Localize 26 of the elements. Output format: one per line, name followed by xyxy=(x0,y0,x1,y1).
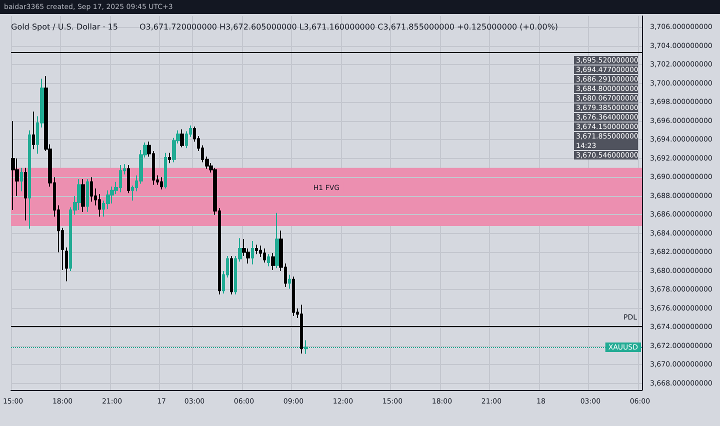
candlestick xyxy=(86,178,89,212)
candlestick xyxy=(11,120,15,211)
candlestick xyxy=(263,248,266,264)
candlestick xyxy=(90,176,93,202)
candlestick xyxy=(288,274,291,290)
candlestick xyxy=(24,167,27,221)
candlestick xyxy=(168,152,171,164)
candlestick xyxy=(32,111,35,150)
candlestick xyxy=(255,244,258,255)
candlestick xyxy=(77,178,81,211)
candlestick xyxy=(81,178,85,212)
candlestick xyxy=(20,167,23,192)
candlestick xyxy=(127,164,130,194)
candlestick xyxy=(251,240,254,265)
candlestick xyxy=(164,152,167,189)
candlestick xyxy=(230,255,233,295)
candlestick xyxy=(292,276,295,316)
text: O3,671.720000000 H3,672.605000000 L3,671.160000000 C3,671.855000000 +0.125000000 (+0.00%) xyxy=(139,22,558,32)
candlestick xyxy=(180,128,184,148)
candlestick xyxy=(28,130,31,230)
candlestick xyxy=(275,212,279,269)
candlestick xyxy=(267,254,270,267)
candlestick xyxy=(271,252,275,271)
candlestick xyxy=(65,247,68,282)
text: Gold Spot / U.S. Dollar · 15 xyxy=(11,22,118,32)
candlestick xyxy=(160,176,163,190)
